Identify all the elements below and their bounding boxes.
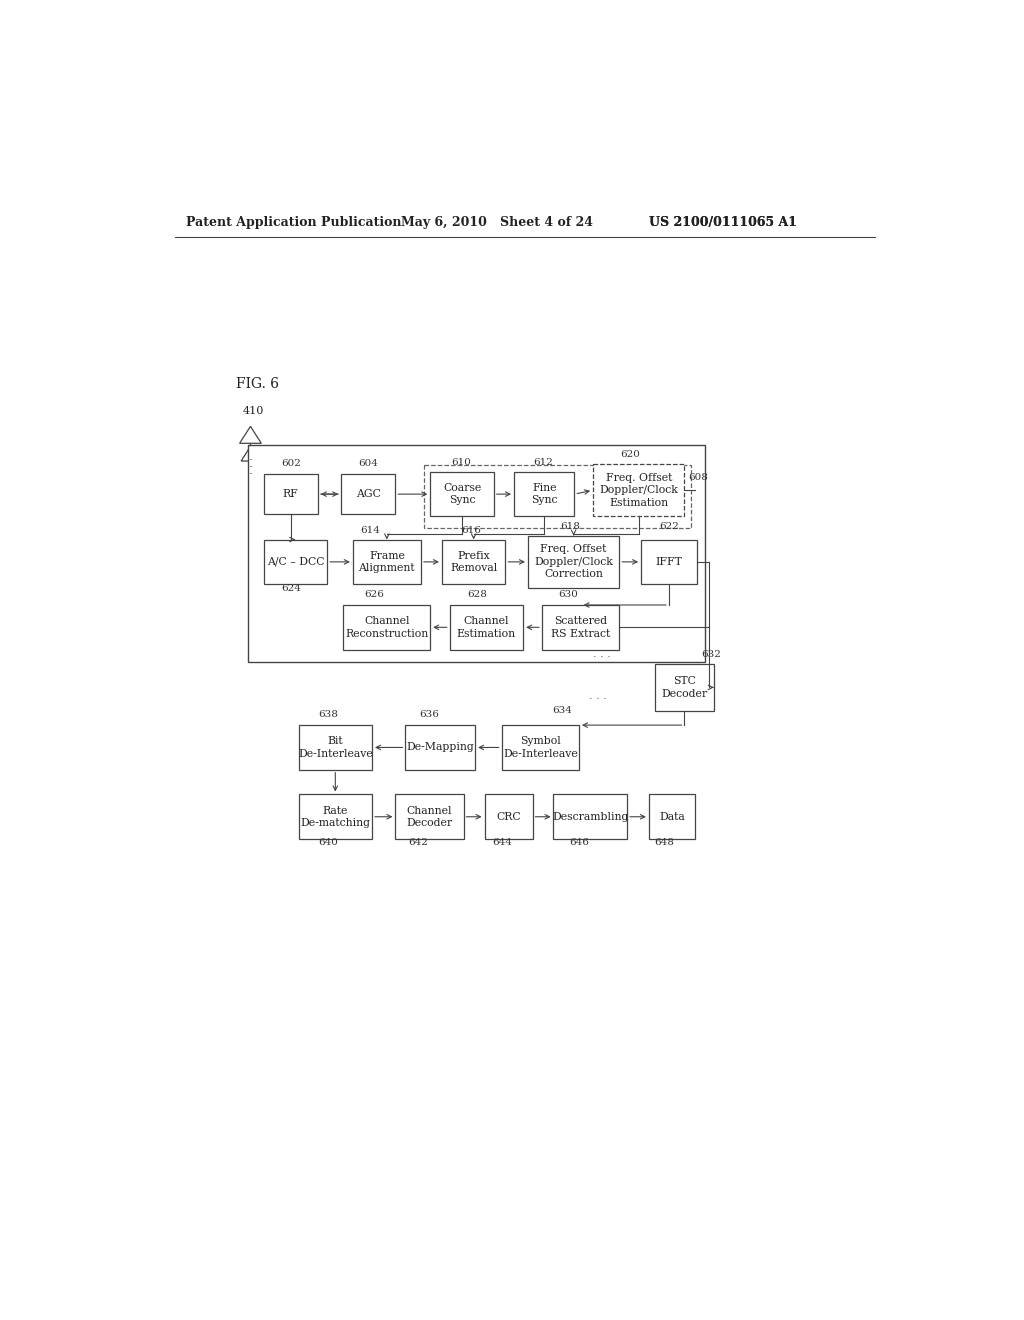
Text: 620: 620 xyxy=(621,450,640,459)
Bar xyxy=(484,795,532,840)
Text: 624: 624 xyxy=(281,585,301,593)
Bar xyxy=(341,474,395,515)
Bar xyxy=(450,605,523,649)
Text: 608: 608 xyxy=(688,474,709,482)
Text: A/C – DCC: A/C – DCC xyxy=(266,557,325,566)
Bar xyxy=(248,445,706,663)
Text: 604: 604 xyxy=(358,459,378,469)
Text: Fine
Sync: Fine Sync xyxy=(530,483,557,506)
Text: . . .: . . . xyxy=(593,649,611,660)
Text: ·: · xyxy=(249,469,253,480)
Text: STC
Decoder: STC Decoder xyxy=(662,676,708,698)
Bar xyxy=(641,540,697,585)
Text: Data: Data xyxy=(659,812,685,822)
Text: 644: 644 xyxy=(493,838,512,847)
Text: Bit
De-Interleave: Bit De-Interleave xyxy=(298,737,373,759)
Text: Symbol
De-Interleave: Symbol De-Interleave xyxy=(503,737,578,759)
Bar xyxy=(528,536,620,589)
Text: 634: 634 xyxy=(552,706,572,715)
Text: Frame
Alignment: Frame Alignment xyxy=(358,550,415,573)
Text: CRC: CRC xyxy=(497,812,521,822)
Bar xyxy=(430,471,494,516)
Text: FIG. 6: FIG. 6 xyxy=(237,378,280,391)
Text: 602: 602 xyxy=(281,459,301,469)
Text: Rate
De-matching: Rate De-matching xyxy=(300,805,371,828)
Bar xyxy=(514,471,574,516)
Bar xyxy=(649,795,695,840)
Text: ·: · xyxy=(249,454,253,467)
Text: 648: 648 xyxy=(654,838,674,847)
Text: 612: 612 xyxy=(534,458,553,467)
Text: 610: 610 xyxy=(452,458,471,467)
Text: 646: 646 xyxy=(569,838,589,847)
Bar xyxy=(542,605,620,649)
Text: 614: 614 xyxy=(360,525,381,535)
Bar xyxy=(299,795,372,840)
Text: Patent Application Publication: Patent Application Publication xyxy=(186,216,401,230)
Text: 616: 616 xyxy=(462,525,481,535)
Text: Prefix
Removal: Prefix Removal xyxy=(450,550,498,573)
Bar xyxy=(593,465,684,516)
Text: US 2100/0111065 A1: US 2100/0111065 A1 xyxy=(649,216,797,230)
Bar xyxy=(502,725,579,770)
Bar xyxy=(655,664,714,711)
Text: Channel
Decoder: Channel Decoder xyxy=(407,805,453,828)
Text: 640: 640 xyxy=(318,838,338,847)
Text: May 6, 2010   Sheet 4 of 24: May 6, 2010 Sheet 4 of 24 xyxy=(400,216,593,230)
Text: RF: RF xyxy=(283,490,299,499)
Text: 638: 638 xyxy=(318,710,338,719)
Bar xyxy=(395,795,464,840)
Bar xyxy=(554,795,627,840)
Text: 630: 630 xyxy=(558,590,579,599)
Text: AGC: AGC xyxy=(355,490,381,499)
Text: 618: 618 xyxy=(560,521,580,531)
Bar xyxy=(299,725,372,770)
Text: ·: · xyxy=(249,461,253,474)
Text: Channel
Reconstruction: Channel Reconstruction xyxy=(345,616,428,639)
Bar xyxy=(406,725,475,770)
Text: 622: 622 xyxy=(659,521,679,531)
Bar xyxy=(263,540,328,585)
Text: Coarse
Sync: Coarse Sync xyxy=(443,483,481,506)
Text: 628: 628 xyxy=(467,590,486,599)
Text: 642: 642 xyxy=(408,838,428,847)
Text: De-Mapping: De-Mapping xyxy=(407,742,474,752)
Text: 632: 632 xyxy=(700,651,721,660)
Bar xyxy=(352,540,421,585)
Text: Freq. Offset
Doppler/Clock
Correction: Freq. Offset Doppler/Clock Correction xyxy=(535,544,613,579)
Text: IFFT: IFFT xyxy=(655,557,682,566)
Bar xyxy=(263,474,317,515)
Text: 410: 410 xyxy=(243,407,264,416)
Text: Freq. Offset
Doppler/Clock
Estimation: Freq. Offset Doppler/Clock Estimation xyxy=(599,473,678,508)
Text: US 2100/0111065 A1: US 2100/0111065 A1 xyxy=(649,216,797,230)
Text: . . .: . . . xyxy=(589,690,607,701)
Text: Scattered
RS Extract: Scattered RS Extract xyxy=(551,616,610,639)
Text: 636: 636 xyxy=(419,710,438,719)
Text: Descrambling: Descrambling xyxy=(552,812,629,822)
Bar xyxy=(424,465,690,528)
Bar xyxy=(343,605,430,649)
Bar xyxy=(442,540,506,585)
Text: Channel
Estimation: Channel Estimation xyxy=(457,616,516,639)
Text: 626: 626 xyxy=(365,590,384,599)
